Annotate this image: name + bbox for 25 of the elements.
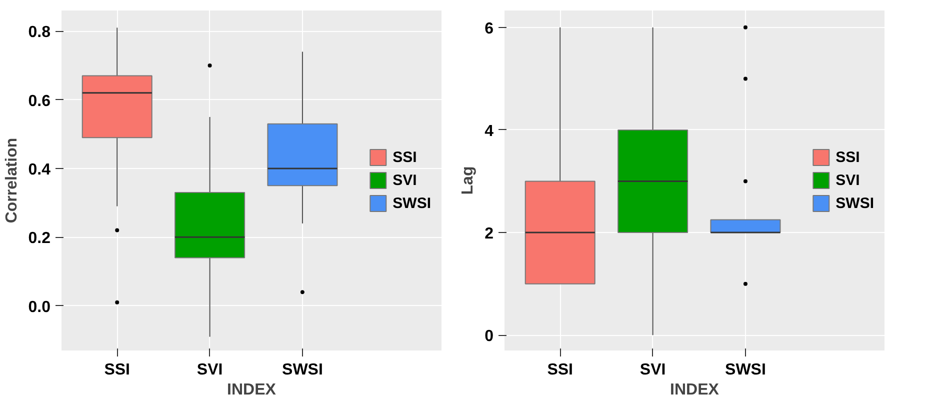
legend-label: SSI [836, 148, 860, 166]
y-tick-label: 0.6 [28, 92, 51, 110]
x-tick-label: SWSI [282, 362, 323, 378]
y-tick-label: 0.2 [28, 230, 51, 248]
y-axis-title: Lag [460, 166, 477, 195]
legend-label: SWSI [392, 194, 431, 212]
y-tick-label: 0 [484, 328, 494, 346]
legend-label: SSI [392, 148, 417, 166]
legend-label: SVI [836, 172, 860, 188]
x-tick-label: SSI [547, 362, 574, 378]
x-axis-title: INDEX [227, 382, 276, 398]
y-tick-label: 6 [484, 20, 494, 38]
y-tick-label: 0.8 [28, 24, 51, 42]
legend-label: SVI [392, 172, 417, 188]
y-tick-label: 2 [484, 226, 494, 243]
y-tick-label: 0.4 [28, 161, 51, 178]
x-tick-label: SSI [104, 362, 130, 378]
x-tick-label: SVI [196, 362, 223, 378]
legend-label: SWSI [836, 194, 874, 212]
y-axis-title: Correlation [3, 138, 20, 224]
y-tick-label: 0.0 [28, 298, 51, 316]
y-tick-label: 4 [484, 122, 494, 140]
x-axis-title: INDEX [670, 382, 720, 398]
x-tick-label: SWSI [725, 362, 766, 378]
x-tick-label: SVI [640, 362, 666, 378]
